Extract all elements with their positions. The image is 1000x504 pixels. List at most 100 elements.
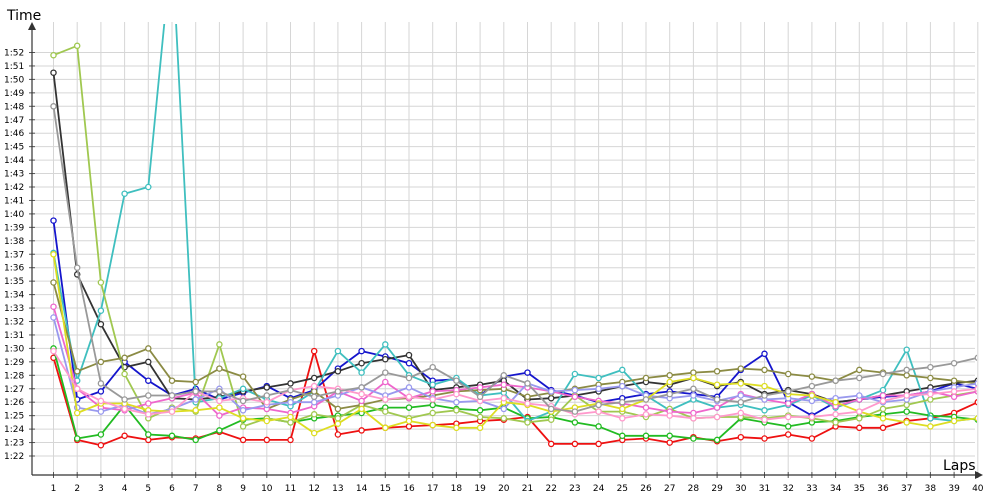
data-point (761, 392, 768, 399)
series-layer (50, 24, 977, 449)
data-point (121, 370, 128, 378)
data-point (903, 401, 910, 409)
x-tick-label: 2 (74, 484, 80, 494)
x-axis-title: Laps (943, 458, 976, 474)
data-point (97, 279, 105, 286)
x-tick-label: 34 (830, 484, 842, 494)
data-point (334, 347, 342, 355)
data-point (879, 370, 887, 378)
data-point (73, 368, 81, 375)
data-point (192, 378, 199, 386)
data-point (405, 393, 413, 401)
data-point (666, 378, 673, 386)
data-point (145, 345, 152, 352)
y-tick-label: 1:29 (4, 358, 24, 368)
y-tick-label: 1:25 (4, 412, 24, 422)
data-point (950, 393, 958, 401)
series-line (52, 24, 977, 422)
series-5 (50, 24, 977, 425)
data-point (808, 435, 816, 442)
data-point (690, 385, 697, 393)
data-point (690, 409, 697, 417)
x-tick-label: 20 (498, 484, 510, 494)
data-point (50, 279, 57, 286)
data-point (73, 435, 81, 442)
data-point (856, 374, 863, 382)
data-point (879, 397, 887, 405)
data-point (642, 374, 650, 382)
data-point (950, 377, 958, 384)
data-point (334, 405, 342, 413)
y-tick-label: 1:31 (4, 331, 24, 341)
data-point (903, 366, 910, 374)
data-point (927, 363, 934, 371)
data-point (737, 398, 745, 406)
data-point (382, 424, 389, 432)
data-point (927, 396, 934, 403)
data-point (690, 392, 697, 399)
data-point (405, 417, 413, 425)
data-point (263, 384, 271, 391)
data-point (619, 366, 626, 374)
data-point (737, 380, 745, 387)
data-point (168, 377, 176, 384)
y-tick-label: 1:26 (4, 398, 24, 408)
data-point (927, 415, 934, 422)
data-point (263, 436, 271, 444)
data-point (334, 388, 342, 395)
data-point (808, 392, 816, 399)
data-point (619, 382, 626, 390)
tick-labels: 1 2 3 4 5 6 7 8 9 10 11 12 13 14 15 16 17 18 19 20 21 22 23 24 2… (4, 49, 984, 495)
data-point (500, 381, 508, 388)
data-point (784, 423, 792, 430)
data-point (571, 393, 579, 401)
axes (28, 22, 983, 479)
data-point (239, 407, 247, 414)
data-point (666, 412, 673, 419)
data-point (619, 398, 626, 406)
data-point (168, 392, 176, 399)
data-point (856, 408, 863, 415)
data-point (358, 405, 365, 413)
data-point (334, 420, 342, 427)
data-point (405, 404, 413, 411)
data-point (690, 435, 697, 442)
data-point (500, 405, 508, 413)
data-point (382, 396, 389, 403)
x-tick-label: 8 (217, 484, 223, 494)
series-line (52, 348, 977, 441)
y-tick-label: 1:43 (4, 170, 24, 180)
data-point (121, 354, 128, 362)
data-point (358, 359, 365, 367)
data-point (334, 415, 342, 422)
data-point (713, 413, 721, 421)
series-line (52, 72, 977, 404)
x-tick-label: 38 (925, 484, 937, 494)
data-point (216, 341, 223, 348)
x-tick-label: 27 (664, 484, 675, 494)
y-tick-label: 1:45 (4, 143, 24, 153)
data-point (524, 419, 531, 426)
data-point (263, 417, 271, 425)
data-point (73, 42, 81, 50)
data-point (97, 431, 105, 438)
data-point (642, 404, 650, 411)
data-point (784, 413, 792, 421)
data-point (832, 377, 839, 384)
data-point (642, 411, 650, 418)
data-point (619, 415, 626, 422)
data-point (832, 419, 839, 426)
data-point (50, 347, 57, 355)
x-tick-label: 16 (403, 484, 415, 494)
data-point (358, 390, 365, 398)
data-point (216, 397, 223, 405)
data-point (168, 432, 176, 440)
x-tick-label: 32 (782, 484, 793, 494)
data-point (145, 436, 152, 444)
data-point (808, 373, 816, 380)
y-tick-label: 1:24 (4, 425, 24, 435)
data-point (97, 320, 105, 328)
data-point (216, 427, 223, 434)
x-tick-label: 33 (806, 484, 817, 494)
data-point (358, 369, 365, 376)
